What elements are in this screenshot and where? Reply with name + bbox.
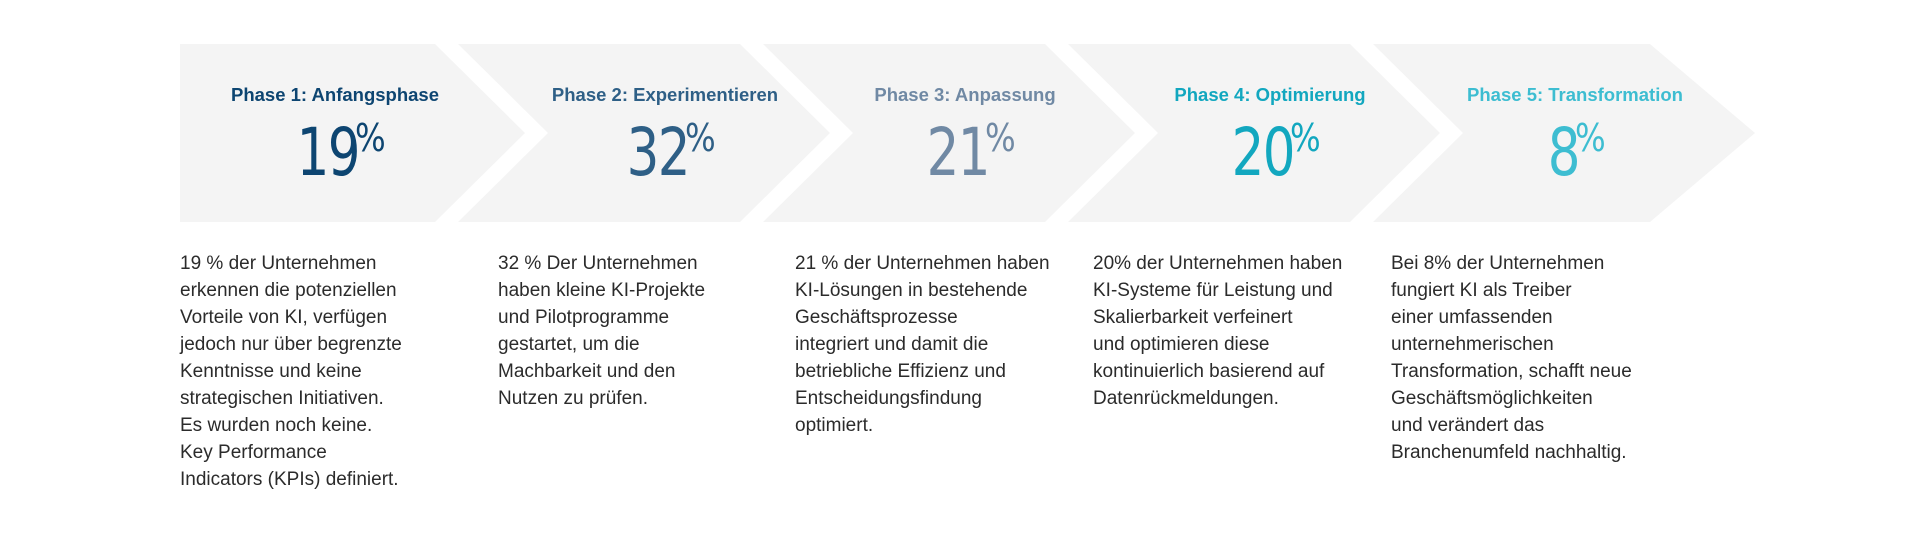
phase-4-description: 20% der Unternehmen haben KI-Systeme für… [1093, 253, 1343, 409]
phase-1-percent: % [354, 116, 386, 160]
phase-4-percent: % [1289, 116, 1321, 160]
phase-1-description: 19 % der Unternehmen erkennen die potenz… [180, 253, 402, 490]
phase-2-number: 32 [626, 114, 691, 191]
phase-3-title: Phase 3: Anpassung [874, 84, 1056, 105]
phase-4-number: 20 [1231, 114, 1296, 191]
phase-3-arrow [763, 44, 1135, 222]
phase-1-number: 19 [296, 114, 361, 191]
phase-1-value: 19 % [200, 118, 470, 188]
phase-4-value: 20 % [1135, 118, 1405, 188]
phase-5-percent: % [1574, 116, 1606, 160]
phase-5-value: 8 % [1440, 118, 1710, 188]
phase-5-arrow [1373, 44, 1755, 222]
phase-2-arrow [458, 44, 830, 222]
phase-2-percent: % [684, 116, 716, 160]
phase-2-title: Phase 2: Experimentieren [551, 84, 779, 105]
phase-5-description: Bei 8% der Unternehmen fungiert KI als T… [1391, 253, 1632, 463]
phase-5-title: Phase 5: Transformation [1467, 84, 1683, 105]
phase-5-number: 8 [1547, 114, 1581, 191]
phase-3-description: 21 % der Unternehmen haben KI-Lösungen i… [795, 253, 1050, 436]
phase-4-title: Phase 4: Optimierung [1174, 84, 1366, 105]
phase-3-percent: % [984, 116, 1016, 160]
phase-2-description: 32 % Der Unternehmen haben kleine KI-Pro… [498, 253, 706, 409]
phase-1-title: Phase 1: Anfangsphase [230, 84, 440, 105]
phase-1-arrow [180, 44, 525, 222]
phase-3-value: 21 % [830, 118, 1100, 188]
phase-2-value: 32 % [520, 118, 810, 188]
phase-4-arrow [1068, 44, 1440, 222]
phase-3-number: 21 [926, 114, 991, 191]
